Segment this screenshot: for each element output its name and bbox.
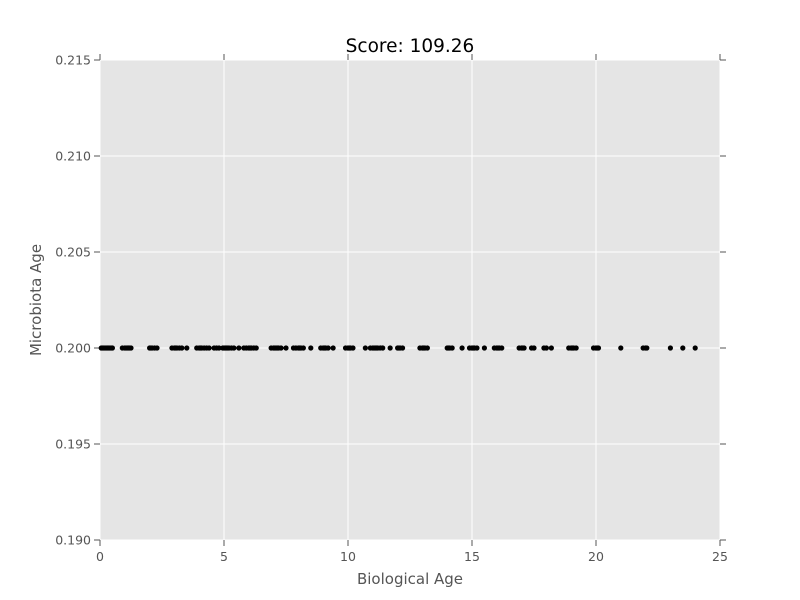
data-point bbox=[449, 345, 455, 351]
data-point bbox=[380, 345, 386, 351]
data-point bbox=[459, 345, 465, 351]
x-axis-label: Biological Age bbox=[357, 570, 463, 588]
y-tick-label: 0.215 bbox=[55, 53, 91, 68]
data-point bbox=[481, 345, 487, 351]
data-point bbox=[109, 345, 115, 351]
data-point bbox=[499, 345, 505, 351]
data-point bbox=[350, 345, 356, 351]
data-point bbox=[573, 345, 579, 351]
tick-marks bbox=[94, 54, 726, 546]
data-point bbox=[644, 345, 650, 351]
data-point bbox=[283, 345, 289, 351]
data-point bbox=[399, 345, 406, 351]
data-point bbox=[362, 345, 368, 351]
plot-area bbox=[100, 60, 720, 540]
data-point bbox=[231, 345, 237, 351]
chart-title: Score: 109.26 bbox=[346, 36, 475, 57]
data-point bbox=[184, 345, 190, 351]
data-point bbox=[543, 345, 550, 351]
x-tick-label: 5 bbox=[220, 549, 228, 564]
data-point bbox=[236, 345, 242, 351]
data-point bbox=[206, 345, 212, 351]
data-point bbox=[474, 345, 480, 351]
data-point bbox=[618, 345, 624, 351]
data-point bbox=[308, 345, 314, 351]
data-point bbox=[387, 345, 393, 351]
y-tick-label: 0.200 bbox=[55, 341, 91, 356]
data-point bbox=[680, 345, 686, 351]
y-tick-labels: 0.190 0.195 0.200 0.205 0.210 0.215 bbox=[55, 53, 91, 548]
data-point bbox=[595, 345, 602, 351]
x-tick-label: 0 bbox=[96, 549, 104, 564]
x-tick-label: 25 bbox=[712, 549, 728, 564]
data-point bbox=[154, 345, 160, 351]
x-tick-label: 15 bbox=[464, 549, 480, 564]
y-tick-label: 0.190 bbox=[55, 533, 91, 548]
data-point bbox=[325, 345, 331, 351]
y-tick-label: 0.195 bbox=[55, 437, 91, 452]
y-tick-label: 0.205 bbox=[55, 245, 91, 260]
data-point bbox=[253, 345, 259, 351]
data-point bbox=[667, 345, 674, 351]
data-point bbox=[179, 345, 185, 351]
x-tick-label: 20 bbox=[588, 549, 604, 564]
data-point bbox=[278, 345, 284, 351]
data-point bbox=[531, 345, 537, 351]
data-point bbox=[300, 345, 306, 351]
data-point bbox=[548, 345, 554, 351]
y-axis-label: Microbiota Age bbox=[27, 244, 45, 356]
data-points bbox=[98, 345, 698, 351]
data-point bbox=[424, 345, 430, 351]
data-point bbox=[692, 345, 698, 351]
data-point bbox=[216, 345, 222, 351]
y-tick-label: 0.210 bbox=[55, 149, 91, 164]
data-point bbox=[330, 345, 336, 351]
data-point bbox=[521, 345, 527, 351]
data-point bbox=[128, 345, 134, 351]
x-tick-label: 10 bbox=[340, 549, 356, 564]
x-tick-labels: 0 5 10 15 20 25 bbox=[96, 549, 728, 564]
